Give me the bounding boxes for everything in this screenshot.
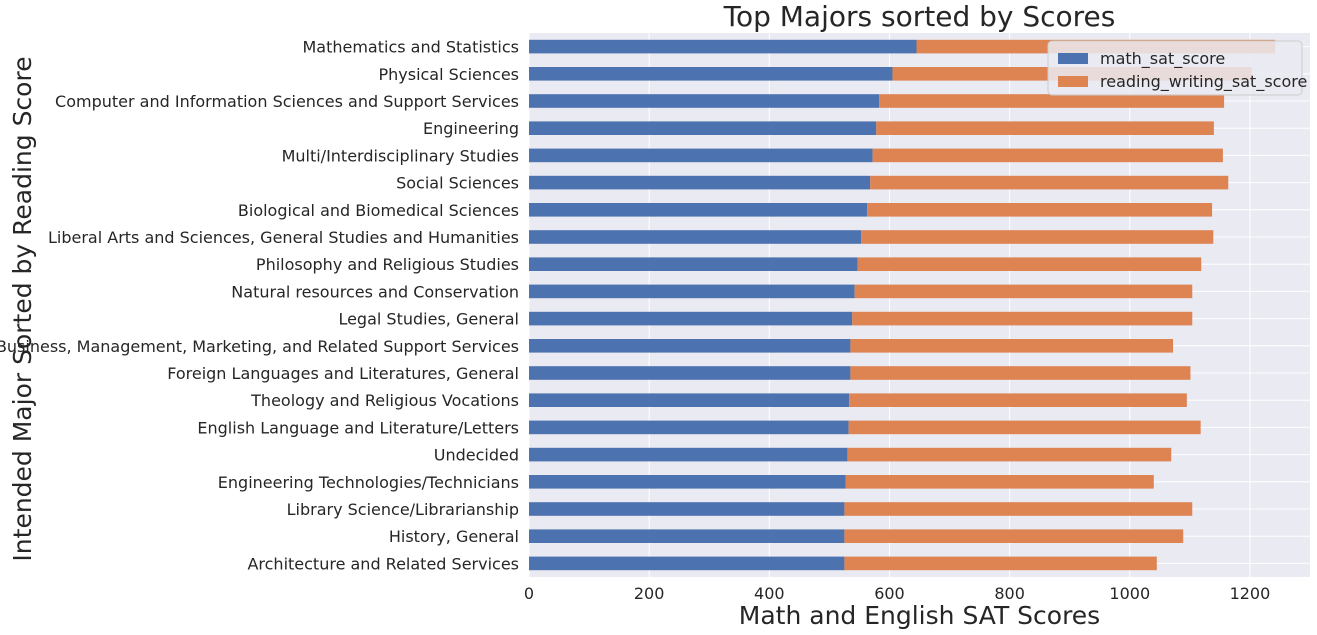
bar-math-sat-score xyxy=(529,67,893,81)
y-tick-label: Architecture and Related Services xyxy=(247,554,519,573)
legend-swatch xyxy=(1058,76,1088,87)
y-tick-label: English Language and Literature/Letters xyxy=(197,418,519,437)
bar-math-sat-score xyxy=(529,257,858,271)
bar-math-sat-score xyxy=(529,556,845,571)
bar-math-sat-score xyxy=(529,420,849,435)
y-axis-label: Intended Major Sorted by Reading Score xyxy=(8,56,37,561)
x-tick-label: 1200 xyxy=(1230,584,1271,603)
bar-reading-writing-sat-score xyxy=(872,148,1223,163)
bar-reading-writing-sat-score xyxy=(848,420,1201,435)
y-tick-label: Foreign Languages and Literatures, Gener… xyxy=(167,364,519,383)
bar-math-sat-score xyxy=(529,502,845,516)
y-tick-label: Computer and Information Sciences and Su… xyxy=(55,92,519,111)
bar-math-sat-score xyxy=(529,475,846,489)
x-tick-label: 200 xyxy=(634,584,665,603)
bar-reading-writing-sat-score xyxy=(844,556,1157,571)
bar-reading-writing-sat-score xyxy=(850,366,1191,380)
y-tick-label: Biological and Biomedical Sciences xyxy=(238,201,519,220)
legend-swatch xyxy=(1058,53,1088,64)
bar-reading-writing-sat-score xyxy=(849,393,1187,407)
x-tick-label: 800 xyxy=(994,584,1025,603)
bar-reading-writing-sat-score xyxy=(852,311,1193,326)
bar-math-sat-score xyxy=(529,148,873,163)
y-tick-label: Mathematics and Statistics xyxy=(302,38,519,57)
x-axis-ticks: 0 200 400 600 800 1000 1200 xyxy=(524,584,1270,603)
bar-math-sat-score xyxy=(529,230,862,244)
bar-math-sat-score xyxy=(529,203,868,217)
x-tick-label: 600 xyxy=(874,584,905,603)
bar-reading-writing-sat-score xyxy=(857,257,1202,271)
bar-math-sat-score xyxy=(529,339,851,353)
y-tick-label: Natural resources and Conservation xyxy=(231,282,519,301)
y-tick-label: Engineering xyxy=(423,119,519,138)
y-tick-label: Theology and Religious Vocations xyxy=(250,391,519,410)
bar-math-sat-score xyxy=(529,529,845,543)
bar-reading-writing-sat-score xyxy=(854,284,1193,299)
bar-reading-writing-sat-score xyxy=(844,529,1184,543)
legend-frame xyxy=(1047,40,1303,96)
legend-label: math_sat_score xyxy=(1100,49,1225,69)
y-tick-label: Legal Studies, General xyxy=(338,310,519,329)
bar-math-sat-score xyxy=(529,175,871,190)
x-tick-label: 400 xyxy=(754,584,785,603)
bar-reading-writing-sat-score xyxy=(879,94,1225,108)
y-axis-ticks: Mathematics and Statistics Physical Scien… xyxy=(0,38,519,574)
bar-math-sat-score xyxy=(529,366,851,380)
plot-area xyxy=(529,33,1310,577)
y-tick-label: Physical Sciences xyxy=(378,65,519,84)
y-tick-label: Undecided xyxy=(434,446,519,465)
y-tick-label: Multi/Interdisciplinary Studies xyxy=(282,146,519,165)
y-tick-label: Liberal Arts and Sciences, General Studi… xyxy=(48,228,519,247)
bar-math-sat-score xyxy=(529,447,848,462)
x-tick-label: 1000 xyxy=(1109,584,1150,603)
bar-reading-writing-sat-score xyxy=(847,447,1172,462)
bar-math-sat-score xyxy=(529,121,877,135)
bar-reading-writing-sat-score xyxy=(870,175,1229,190)
y-tick-label: Philosophy and Religious Studies xyxy=(256,255,519,274)
x-tick-label: 0 xyxy=(524,584,534,603)
y-tick-label: Library Science/Librarianship xyxy=(287,500,519,519)
legend-label: reading_writing_sat_score xyxy=(1100,72,1307,92)
bar-math-sat-score xyxy=(529,284,855,299)
bar-math-sat-score xyxy=(529,39,917,54)
bar-reading-writing-sat-score xyxy=(844,502,1193,516)
chart-title: Top Majors sorted by Scores xyxy=(723,0,1116,33)
legend: math_sat_score reading_writing_sat_score xyxy=(1047,40,1307,96)
bar-reading-writing-sat-score xyxy=(861,230,1214,244)
y-tick-label: Social Sciences xyxy=(396,174,519,193)
bar-reading-writing-sat-score xyxy=(850,339,1174,353)
x-axis-label: Math and English SAT Scores xyxy=(739,601,1100,630)
bar-reading-writing-sat-score xyxy=(876,121,1214,135)
bar-math-sat-score xyxy=(529,311,853,326)
y-tick-label: History, General xyxy=(389,527,519,546)
bar-reading-writing-sat-score xyxy=(867,203,1213,217)
bar-math-sat-score xyxy=(529,94,880,108)
y-tick-label: Engineering Technologies/Technicians xyxy=(218,473,519,492)
bars xyxy=(529,39,1276,571)
bar-math-sat-score xyxy=(529,393,850,407)
y-tick-label: Business, Management, Marketing, and Rel… xyxy=(0,337,519,356)
bar-reading-writing-sat-score xyxy=(845,475,1154,489)
